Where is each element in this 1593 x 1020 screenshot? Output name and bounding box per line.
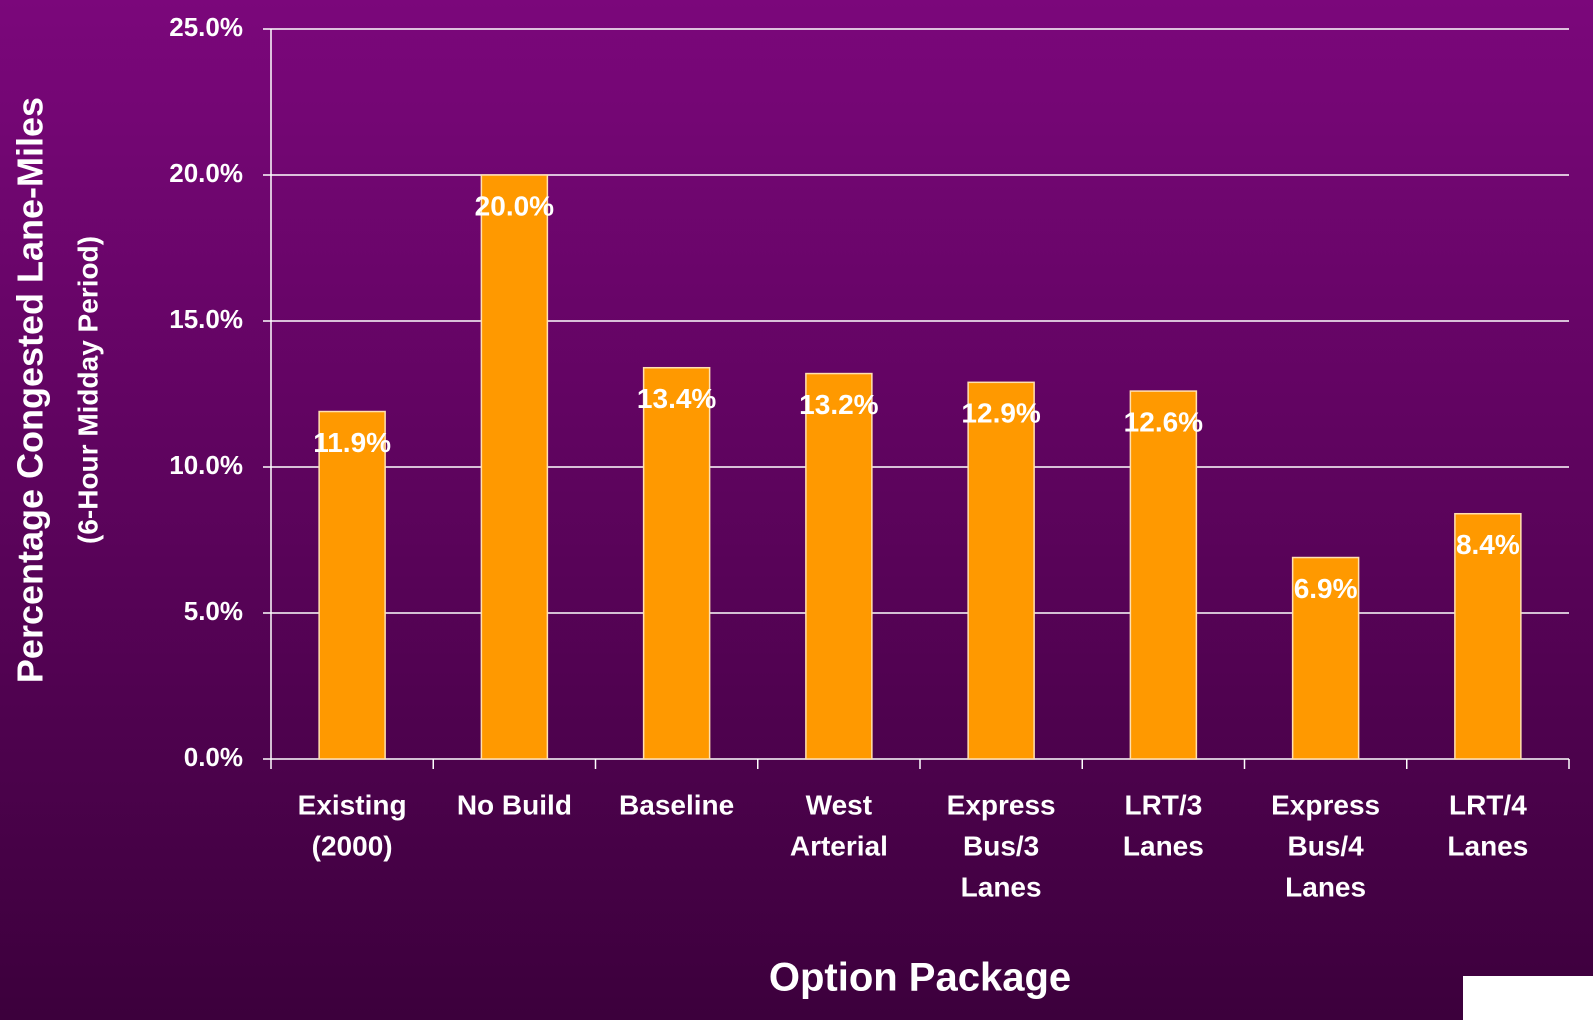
value-label: 12.6% — [1124, 406, 1203, 437]
x-tick-label: Baseline — [619, 789, 734, 820]
x-tick-label: Existing — [298, 789, 407, 820]
value-label: 6.9% — [1294, 573, 1358, 604]
x-tick-label: Bus/3 — [963, 830, 1039, 861]
bar — [1291, 556, 1360, 760]
x-tick-label: Lanes — [1447, 830, 1528, 861]
bar — [480, 174, 549, 760]
y-tick-label: 20.0% — [169, 158, 243, 188]
value-label: 8.4% — [1456, 529, 1520, 560]
bar — [1454, 512, 1522, 760]
bar — [805, 372, 873, 760]
x-tick-label: Express — [947, 789, 1056, 820]
x-axis-title: Option Package — [769, 956, 1071, 1000]
y-tick-label: 15.0% — [169, 304, 243, 334]
x-tick-label: Arterial — [790, 830, 888, 861]
x-tick-label: Bus/4 — [1288, 830, 1365, 861]
value-label: 13.4% — [637, 383, 716, 414]
x-tick-label: Express — [1271, 789, 1380, 820]
x-tick-label: Lanes — [1123, 830, 1204, 861]
value-label: 13.2% — [799, 389, 878, 420]
logo — [1463, 976, 1593, 1020]
bar — [967, 381, 1035, 760]
x-tick-label: West — [806, 789, 872, 820]
x-tick-label: Lanes — [1285, 871, 1366, 902]
value-label: 12.9% — [961, 398, 1040, 429]
bar — [318, 410, 386, 760]
bar — [642, 366, 711, 760]
y-tick-label: 0.0% — [184, 742, 243, 772]
value-label: 20.0% — [475, 190, 554, 221]
x-tick-label: No Build — [457, 789, 572, 820]
y-tick-label: 10.0% — [169, 450, 243, 480]
y-axis-title: Percentage Congested Lane-Miles — [10, 97, 51, 683]
y-tick-label: 25.0% — [169, 12, 243, 42]
x-tick-label: LRT/3 — [1124, 789, 1202, 820]
x-tick-label: LRT/4 — [1449, 789, 1527, 820]
value-label: 11.9% — [313, 427, 391, 458]
x-tick-label: Lanes — [961, 871, 1042, 902]
x-tick-label: (2000) — [312, 830, 393, 861]
y-axis-subtitle: (6-Hour Midday Period) — [72, 236, 103, 544]
bar — [1129, 390, 1198, 760]
y-tick-label: 5.0% — [184, 596, 243, 626]
